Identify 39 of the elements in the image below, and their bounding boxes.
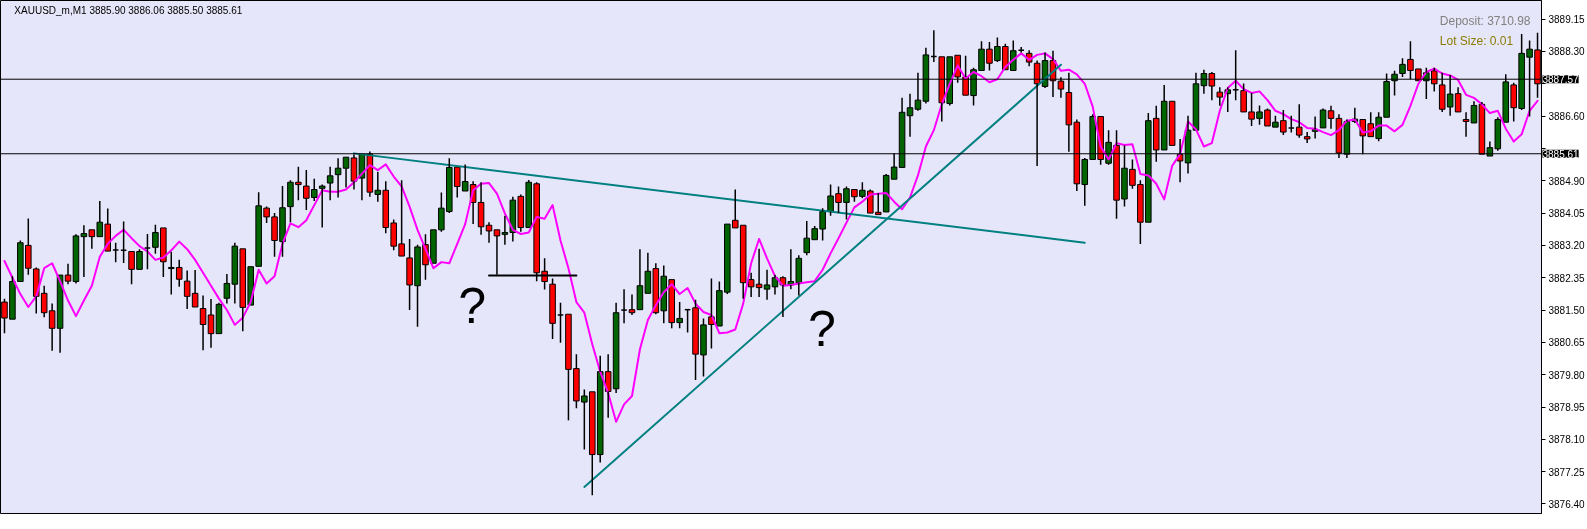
y-tick-label: 3884.90 [1548,175,1586,187]
candlestick [549,277,556,340]
annotation: ? [458,277,486,334]
candlestick [620,288,628,325]
candlestick [556,302,565,344]
y-tick-label: 3881.50 [1548,305,1586,317]
y-tick-label: 3882.35 [1548,272,1586,284]
y-tick-label: 3877.25 [1548,466,1586,478]
annotation: Deposit: 3710.98 [1439,14,1531,29]
y-tick-label: 3884.05 [1548,208,1586,220]
line-series [3,52,1539,423]
candlestick [143,233,151,271]
y-tick-label: 3883.20 [1548,240,1586,252]
candlestick [1327,105,1335,130]
candlestick [1319,107,1327,129]
candlestick [477,181,485,236]
y-tick-label: 3886.60 [1548,111,1586,123]
candlestick [215,302,223,335]
annotation: Lot Size: 0.01 [1439,33,1514,48]
annotation: ? [807,300,836,357]
y-tick-label: 3878.10 [1548,434,1586,446]
candlestick [326,165,334,201]
y-tick-label: 3876.40 [1548,498,1586,510]
y-tick-label: 3889.15 [1548,14,1586,26]
y-tick-label: 3880.65 [1548,337,1586,349]
candlestick [906,92,914,138]
candlestick [112,241,120,263]
candlestick [485,221,493,244]
ref-line-label: 3887.57 [1542,74,1580,86]
ref-line-label: 3885.61 [1542,148,1580,160]
candlestick [1303,131,1311,144]
chart-title: XAUUSD_m,M1 3885.90 3886.06 3885.50 3885.61 [14,4,243,16]
y-tick-label: 3878.95 [1548,402,1586,414]
candlestick [199,294,207,352]
candlestick [318,183,326,229]
y-tick-label: 3888.30 [1548,46,1586,58]
candlestick [207,298,215,349]
y-tick-label: 3879.80 [1548,369,1586,381]
candlestick [1295,103,1303,139]
